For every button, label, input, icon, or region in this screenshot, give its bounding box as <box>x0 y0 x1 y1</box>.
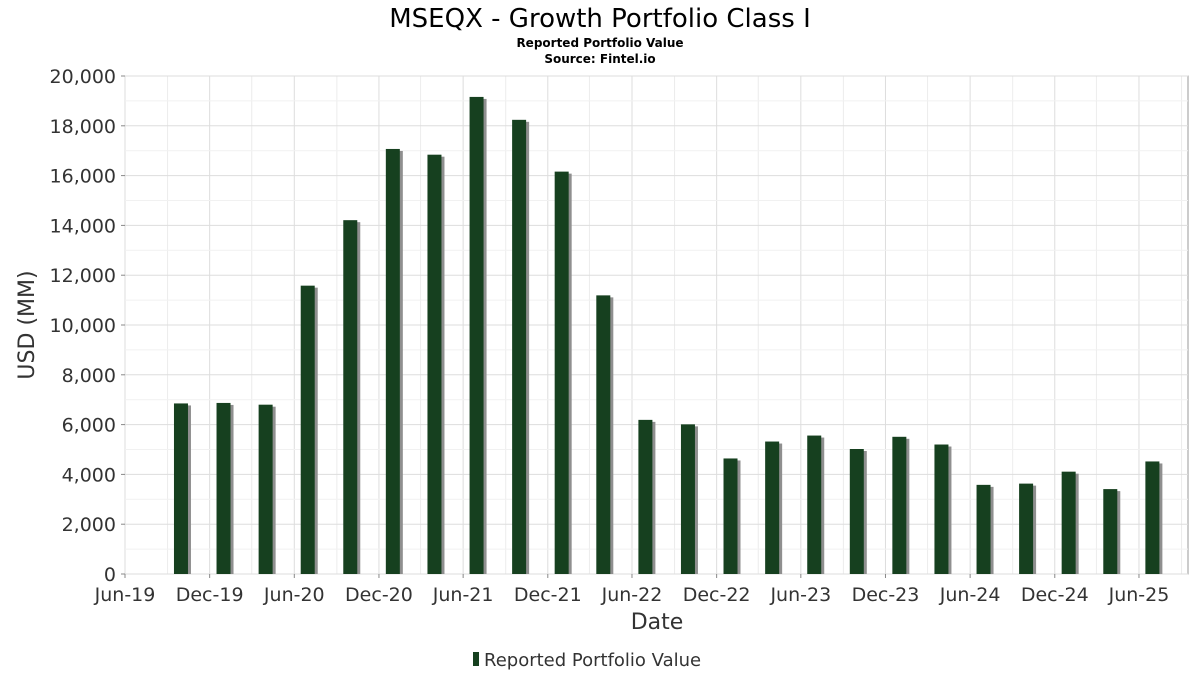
bar <box>1019 483 1034 574</box>
y-tick-label: 4,000 <box>62 464 116 486</box>
x-tick-label: Dec-23 <box>852 584 920 606</box>
x-tick-label: Dec-19 <box>176 584 244 606</box>
bar <box>765 441 780 574</box>
bar <box>258 404 273 574</box>
bar <box>554 171 569 574</box>
y-tick-label: 10,000 <box>50 315 116 337</box>
x-tick-label: Jun-22 <box>601 584 663 606</box>
x-axis-label: Date <box>631 610 684 635</box>
bar <box>469 96 484 574</box>
legend-swatch <box>473 652 479 666</box>
x-tick-label: Jun-20 <box>263 584 325 606</box>
bar <box>512 119 527 574</box>
y-tick-label: 14,000 <box>50 215 116 237</box>
bar <box>638 419 653 574</box>
x-tick-label: Jun-23 <box>769 584 831 606</box>
y-axis: 0 2,000 4,000 6,000 8,000 10,000 12,000 14,000 1… <box>50 66 125 586</box>
bar <box>1103 489 1118 574</box>
bar <box>427 154 442 574</box>
chart-subtitle: Reported Portfolio Value <box>516 36 683 50</box>
x-tick-label: Dec-22 <box>683 584 751 606</box>
bar <box>173 403 188 574</box>
bars <box>173 96 1163 574</box>
bar <box>300 285 315 574</box>
x-tick-label: Jun-24 <box>939 584 1001 606</box>
bar <box>216 402 231 574</box>
legend-label: Reported Portfolio Value <box>484 650 701 671</box>
bar <box>723 458 738 574</box>
x-tick-label: Dec-24 <box>1021 584 1089 606</box>
bar <box>934 444 949 574</box>
y-tick-label: 20,000 <box>50 66 116 88</box>
bar <box>596 295 611 574</box>
x-axis: Jun-19 Dec-19 Jun-20 Dec-20 Jun-21 Dec-21 Jun-… <box>94 574 1170 606</box>
x-tick-label: Jun-21 <box>432 584 494 606</box>
bar <box>807 435 822 574</box>
x-tick-label: Dec-20 <box>345 584 413 606</box>
bar <box>892 436 907 574</box>
y-tick-label: 6,000 <box>62 415 116 437</box>
x-tick-label: Dec-21 <box>514 584 582 606</box>
bar <box>680 424 695 574</box>
bar <box>976 484 991 574</box>
chart-title: MSEQX - Growth Portfolio Class I <box>389 4 810 34</box>
x-tick-label: Jun-19 <box>94 584 156 606</box>
bar <box>1145 461 1160 574</box>
y-tick-label: 2,000 <box>62 514 116 536</box>
bar <box>1061 471 1076 574</box>
chart-source: Source: Fintel.io <box>544 52 655 66</box>
bar <box>849 449 864 574</box>
y-tick-label: 16,000 <box>50 166 116 188</box>
bar <box>385 148 400 574</box>
legend: Reported Portfolio Value <box>473 650 701 671</box>
bar <box>343 220 358 574</box>
x-tick-label: Jun-25 <box>1108 584 1170 606</box>
y-tick-label: 12,000 <box>50 265 116 287</box>
y-tick-label: 8,000 <box>62 365 116 387</box>
gridlines <box>124 75 1188 575</box>
y-tick-label: 0 <box>104 564 116 586</box>
y-tick-label: 18,000 <box>50 116 116 138</box>
y-axis-label: USD (MM) <box>15 270 40 379</box>
